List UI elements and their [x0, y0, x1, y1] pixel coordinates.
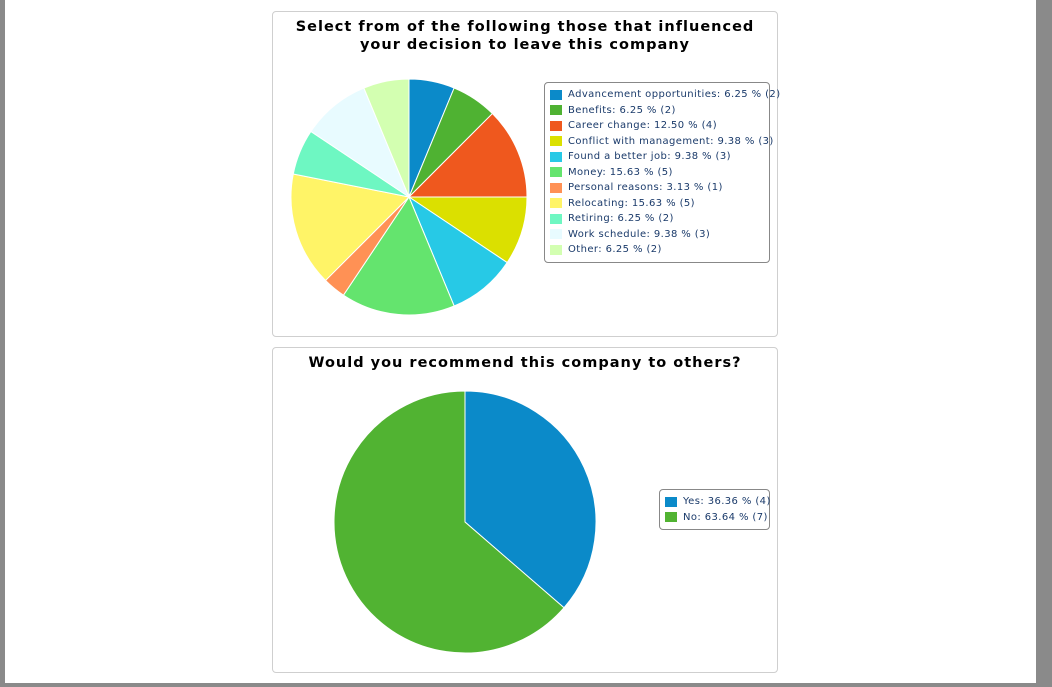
legend-item: Conflict with management: 9.38 % (3) [550, 134, 773, 150]
legend-swatch [550, 105, 562, 116]
chart-title: Would you recommend this company to othe… [308, 355, 742, 371]
legend-item: Money: 15.63 % (5) [550, 165, 764, 181]
legend-item: Other: 6.25 % (2) [550, 242, 764, 258]
legend-swatch [550, 229, 562, 240]
legend-label: Career change: 12.50 % (4) [568, 120, 717, 132]
legend-swatch [550, 213, 562, 224]
legend: Advancement opportunities: 6.25 % (2) Ben… [544, 82, 780, 263]
legend-item: No: 63.64 % (7) [665, 510, 767, 526]
legend-label: Personal reasons: 3.13 % (1) [568, 182, 723, 194]
legend-item: Retiring: 6.25 % (2) [550, 211, 764, 227]
pie-slice-other [363, 78, 410, 198]
pie-slice-career-change [407, 112, 528, 198]
legend-label: Found a better job: 9.38 % (3) [568, 151, 731, 163]
legend-item: Yes: 36.36 % (4) [665, 494, 770, 510]
pie-chart-recommend [333, 390, 597, 654]
chart-panel-reasons: Select from of the following those that … [272, 11, 780, 337]
legend-swatch [550, 136, 562, 147]
legend-item: Advancement opportunities: 6.25 % (2) [550, 87, 780, 103]
pie-slice-no [333, 390, 565, 654]
legend-swatch [550, 182, 562, 193]
legend: Yes: 36.36 % (4) No: 63.64 % (7) [659, 489, 770, 530]
chart-title: Select from of the following those that … [295, 19, 755, 53]
pie-chart-reasons [290, 78, 528, 316]
legend-item: Personal reasons: 3.13 % (1) [550, 180, 764, 196]
legend-label: No: 63.64 % (7) [683, 511, 768, 523]
legend-label: Other: 6.25 % (2) [568, 244, 662, 256]
legend-item: Relocating: 15.63 % (5) [550, 196, 764, 212]
legend-swatch [550, 244, 562, 255]
pie-slice-money [342, 195, 455, 316]
legend-item: Career change: 12.50 % (4) [550, 118, 764, 134]
legend-swatch [550, 120, 562, 131]
legend-item: Found a better job: 9.38 % (3) [550, 149, 764, 165]
legend-label: Conflict with management: 9.38 % (3) [568, 135, 774, 147]
legend-item: Benefits: 6.25 % (2) [550, 103, 764, 119]
legend-label: Benefits: 6.25 % (2) [568, 104, 676, 116]
document-page: Select from of the following those that … [5, 0, 1036, 683]
legend-swatch [665, 512, 677, 523]
legend-swatch [550, 151, 562, 162]
pie-slice-relocating [290, 173, 411, 282]
legend-swatch [550, 198, 562, 209]
legend-label: Retiring: 6.25 % (2) [568, 213, 674, 225]
chart-panel-recommend: Would you recommend this company to othe… [272, 347, 778, 673]
legend-label: Work schedule: 9.38 % (3) [568, 228, 711, 240]
legend-label: Relocating: 15.63 % (5) [568, 197, 695, 209]
legend-label: Yes: 36.36 % (4) [683, 496, 771, 508]
legend-label: Advancement opportunities: 6.25 % (2) [568, 89, 781, 101]
legend-label: Money: 15.63 % (5) [568, 166, 673, 178]
legend-swatch [665, 496, 677, 507]
legend-item: Work schedule: 9.38 % (3) [550, 227, 764, 243]
pie-slice-yes [464, 390, 597, 609]
legend-swatch [550, 167, 562, 178]
legend-swatch [550, 89, 562, 100]
